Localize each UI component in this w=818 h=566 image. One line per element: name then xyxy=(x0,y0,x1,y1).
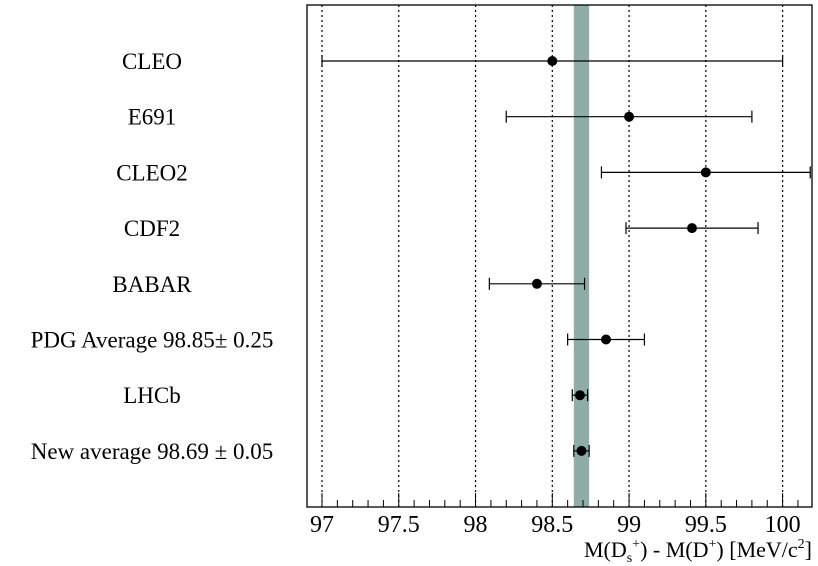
x-tick-label-98: 98 xyxy=(464,512,488,538)
x-tick-label-99: 99 xyxy=(617,512,641,538)
data-point xyxy=(601,334,612,345)
measurement-label: BABAR xyxy=(112,272,192,297)
data-point xyxy=(547,56,558,66)
measurement-label: E691 xyxy=(128,105,177,130)
x-axis-label: M(Ds+) - M(D+) [MeV/c2] xyxy=(584,537,812,566)
measurement-row: New average 98.69 ± 0.05 xyxy=(31,439,590,464)
data-point xyxy=(624,111,635,122)
x-tick-label-100: 100 xyxy=(765,512,801,538)
measurement-row: BABAR xyxy=(112,272,586,297)
data-point xyxy=(574,390,585,401)
measurement-row: E691 xyxy=(128,105,753,130)
x-tick-label-98.5: 98.5 xyxy=(531,512,573,538)
measurement-row: CLEO xyxy=(122,49,784,74)
data-point xyxy=(687,223,698,234)
measurement-row: LHCb xyxy=(123,383,589,408)
average-band xyxy=(573,5,590,507)
xlabel-part: ) [MeV/c xyxy=(716,537,797,562)
data-point xyxy=(531,278,542,289)
plot-frame xyxy=(306,4,813,508)
xlabel-sub: s xyxy=(627,551,632,566)
xlabel-sup: + xyxy=(709,537,717,552)
measurement-label: LHCb xyxy=(123,383,181,408)
measurement-row: CLEO2 xyxy=(116,160,811,185)
x-tick-label-97.5: 97.5 xyxy=(378,512,420,538)
x-tick-label-99.5: 99.5 xyxy=(685,512,727,538)
xlabel-part: M(D xyxy=(584,537,627,562)
xlabel-sup: + xyxy=(632,537,640,552)
data-point xyxy=(576,445,587,456)
measurement-row: PDG Average 98.85± 0.25 xyxy=(31,328,646,353)
x-tick-label-97: 97 xyxy=(310,512,334,538)
data-point xyxy=(700,167,711,178)
measurement-label: CLEO xyxy=(122,49,182,74)
measurement-label: New average 98.69 ± 0.05 xyxy=(31,439,274,464)
measurement-row: CDF2 xyxy=(124,216,759,241)
xlabel-part: ) - M(D xyxy=(640,537,708,562)
xlabel-part: ] xyxy=(805,537,812,562)
xlabel-sup: 2 xyxy=(798,537,805,552)
measurement-label: PDG Average 98.85± 0.25 xyxy=(31,328,274,353)
measurement-label: CLEO2 xyxy=(116,160,188,185)
measurement-label: CDF2 xyxy=(124,216,180,241)
